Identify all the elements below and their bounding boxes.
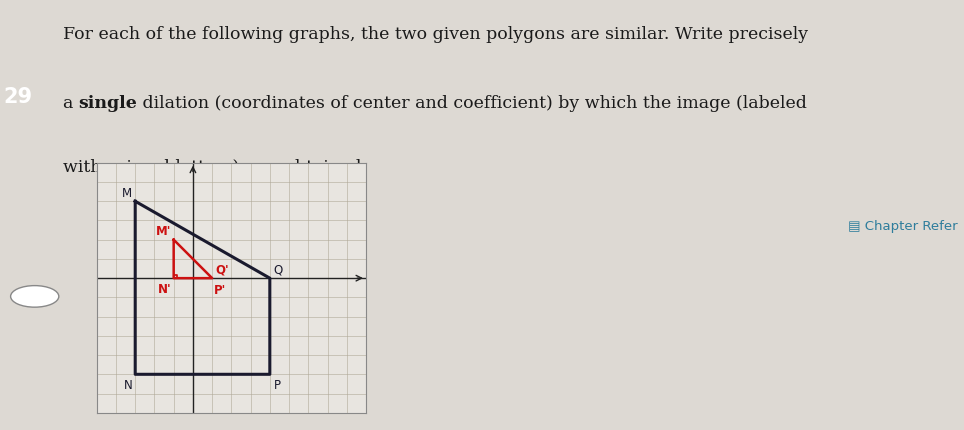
Circle shape bbox=[11, 286, 59, 307]
Text: single: single bbox=[78, 95, 138, 111]
Text: a: a bbox=[63, 95, 78, 111]
Text: N': N' bbox=[158, 283, 172, 295]
Text: Q': Q' bbox=[215, 263, 228, 276]
Text: dilation (coordinates of center and coefficient) by which the image (labeled: dilation (coordinates of center and coef… bbox=[138, 95, 807, 111]
Text: P': P' bbox=[214, 283, 227, 296]
Text: For each of the following graphs, the two given polygons are similar. Write prec: For each of the following graphs, the tw… bbox=[63, 26, 808, 43]
Text: b: b bbox=[29, 288, 40, 306]
Text: with primed letters) was obtained.: with primed letters) was obtained. bbox=[63, 159, 366, 176]
Text: Q: Q bbox=[274, 263, 282, 276]
Text: P: P bbox=[274, 378, 281, 391]
Text: ▤ Chapter Refer: ▤ Chapter Refer bbox=[848, 219, 958, 232]
Text: 29: 29 bbox=[4, 87, 33, 107]
Text: N: N bbox=[123, 378, 132, 391]
Text: M': M' bbox=[156, 224, 172, 237]
Text: M: M bbox=[122, 187, 132, 200]
